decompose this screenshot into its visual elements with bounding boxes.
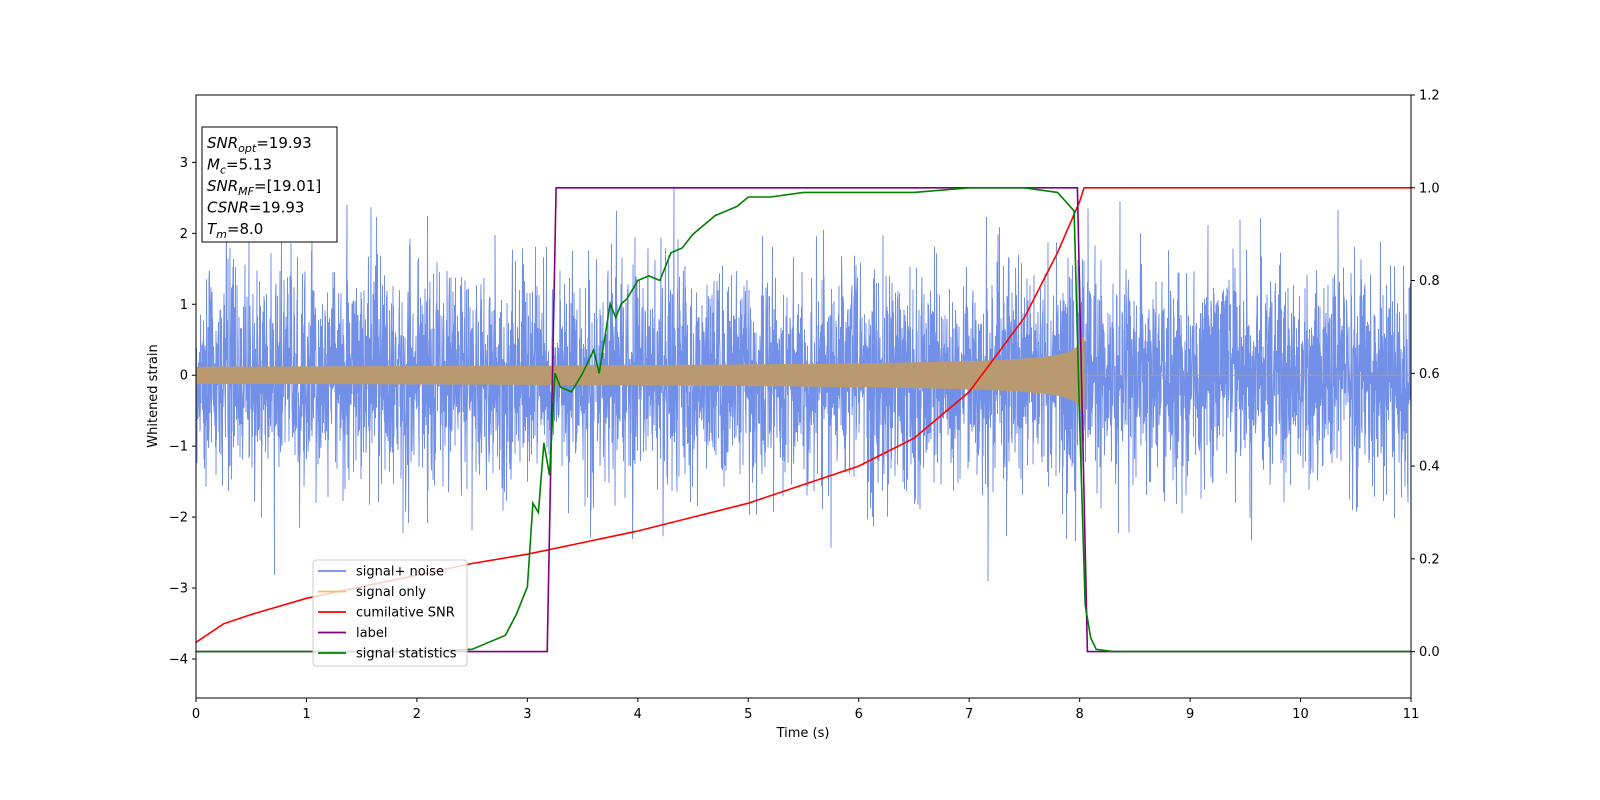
right-y-tick-label: 1.0: [1419, 181, 1440, 196]
x-tick-label: 2: [413, 707, 421, 722]
right-y-tick-label: 0.6: [1419, 367, 1440, 382]
x-tick-label: 9: [1186, 707, 1194, 722]
x-tick-label: 8: [1075, 707, 1083, 722]
x-tick-label: 3: [523, 707, 531, 722]
left-y-tick-label: −1: [169, 440, 188, 455]
series-signal-only: [196, 337, 1411, 414]
annotation-line: SNRMF=[19.01]: [207, 177, 321, 198]
annotation-line: Mc=5.13: [207, 156, 272, 177]
right-y-tick-label: 0.4: [1419, 460, 1440, 475]
x-tick-label: 5: [744, 707, 752, 722]
legend-label: signal only: [356, 585, 426, 600]
x-tick-label: 0: [192, 707, 200, 722]
legend-label: signal+ noise: [356, 565, 444, 580]
annotation-box: SNRopt=19.93Mc=5.13SNRMF=[19.01]CSNR=19.…: [201, 126, 338, 243]
legend-label: signal statistics: [356, 647, 457, 662]
left-y-tick-label: 3: [180, 156, 188, 171]
annotation-frame: [201, 126, 338, 243]
annotation-line: Tm=8.0: [207, 220, 263, 241]
x-tick-label: 6: [855, 707, 863, 722]
series-signal-statistics: [196, 187, 1411, 653]
legend-label: cumilative SNR: [356, 606, 455, 621]
left-y-tick-label: 2: [180, 227, 188, 242]
right-y-tick-label: 0.0: [1419, 645, 1440, 660]
left-y-tick-label: 0: [180, 369, 188, 384]
annotation-line: CSNR=19.93: [207, 199, 304, 217]
right-y-axis: 0.0 0.2 0.4 0.6 0.8 1.0 1.2: [1411, 89, 1440, 660]
right-y-tick-label: 1.2: [1419, 89, 1440, 104]
plot-frame: [195, 94, 1412, 699]
left-y-axis: −4 −3 −2 −1 0 1 2 3: [169, 156, 196, 667]
left-y-tick-label: 1: [180, 298, 188, 313]
right-y-tick-label: 0.8: [1419, 274, 1440, 289]
series-signal-noise: [196, 177, 1411, 582]
annotation-line: SNRopt=19.93: [207, 134, 312, 155]
x-tick-label: 1: [302, 707, 310, 722]
left-y-tick-label: −2: [169, 511, 188, 526]
legend-label: label: [356, 626, 387, 641]
x-axis-label: Time (s): [776, 726, 830, 741]
legend: signal+ noise signal only cumilative SNR la…: [312, 559, 468, 667]
left-y-tick-label: −3: [169, 582, 188, 597]
right-y-tick-label: 0.2: [1419, 552, 1440, 567]
x-tick-label: 11: [1403, 707, 1420, 722]
x-tick-label: 7: [965, 707, 973, 722]
left-y-axis-label: Whitened strain: [146, 344, 161, 447]
x-tick-label: 4: [634, 707, 642, 722]
legend-frame: [312, 559, 468, 667]
x-tick-label: 10: [1292, 707, 1309, 722]
left-y-tick-label: −4: [169, 652, 188, 667]
x-axis: 0 1 2 3 4 5 6 7 8 9 10 11: [192, 698, 1419, 722]
